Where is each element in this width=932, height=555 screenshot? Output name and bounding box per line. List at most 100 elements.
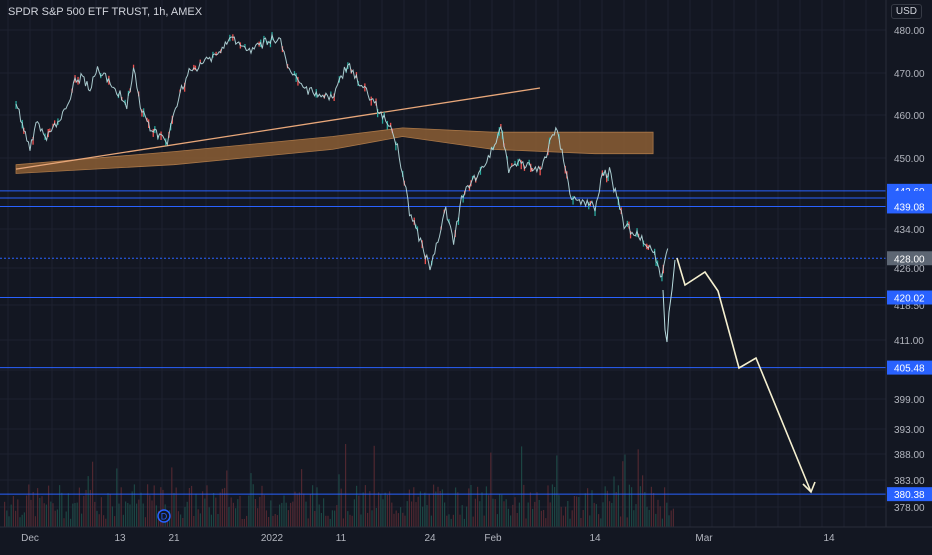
volume-bar — [560, 506, 562, 527]
currency-button[interactable]: USD — [890, 4, 922, 19]
volume-bar — [206, 485, 208, 527]
volume-bar — [411, 501, 413, 527]
volume-bar — [131, 491, 133, 527]
price-series — [15, 32, 676, 343]
volume-bar — [547, 485, 549, 527]
projection-arrowhead — [802, 481, 816, 494]
volume-bar — [76, 502, 78, 527]
volume-bar — [59, 485, 61, 527]
volume-bar — [103, 515, 105, 527]
volume-bar — [670, 510, 672, 527]
volume-bar — [202, 491, 204, 527]
price-candle — [520, 160, 522, 170]
volume-bar — [602, 502, 604, 527]
volume-bar — [620, 516, 622, 527]
volume-bar — [34, 516, 36, 527]
volume-bar — [6, 510, 8, 527]
volume-bar — [153, 485, 155, 527]
volume-bar — [320, 513, 322, 527]
volume-bar — [446, 515, 448, 527]
volume-bar — [576, 496, 578, 527]
volume-bar — [140, 492, 142, 527]
volume-bar — [138, 499, 140, 527]
volume-bar — [23, 512, 25, 527]
volume-bar — [296, 493, 298, 527]
x-tick-label: 24 — [424, 533, 436, 544]
volume-bar — [252, 484, 254, 527]
volume-bar — [430, 515, 432, 527]
price-candle — [462, 194, 464, 203]
y-tick-label: 388.00 — [894, 450, 925, 461]
volume-bar — [188, 488, 190, 527]
volume-bar — [437, 486, 439, 527]
volume-bar — [481, 492, 483, 527]
volume-bar — [413, 487, 415, 527]
volume-bar — [195, 493, 197, 527]
volume-bar — [565, 506, 567, 527]
volume-bar — [116, 468, 118, 527]
volume-bar — [600, 518, 602, 527]
price-candle — [370, 96, 372, 106]
level-label-box — [887, 251, 932, 266]
x-tick-label: Dec — [21, 533, 39, 544]
level-label-text: 380.38 — [894, 490, 925, 501]
volume-bar — [571, 510, 573, 527]
volume-bar — [270, 500, 272, 527]
volume-bar — [173, 493, 175, 527]
volume-bar — [133, 484, 135, 527]
volume-bar — [657, 499, 659, 527]
volume-bar — [155, 505, 157, 527]
dividend-marker — [157, 509, 171, 523]
volume-bar — [136, 503, 138, 527]
volume-bar — [646, 506, 648, 527]
volume-bar — [250, 473, 252, 527]
volume-bar — [283, 495, 285, 527]
volume-bar — [56, 509, 58, 527]
volume-bar — [474, 498, 476, 527]
volume-bar — [580, 518, 582, 527]
volume-bar — [61, 492, 63, 527]
volume-bar — [63, 518, 65, 527]
volume-bar — [461, 505, 463, 527]
volume-bar — [360, 514, 362, 527]
volume-bar — [626, 517, 628, 527]
y-tick-label: 470.00 — [894, 69, 925, 80]
volume-bar — [263, 495, 265, 527]
volume-bar — [395, 510, 397, 527]
interval-label: 1h — [153, 6, 166, 18]
volume-bar — [402, 512, 404, 527]
volume-bar — [466, 506, 468, 527]
price-candle — [244, 44, 246, 48]
volume-bar — [67, 493, 69, 527]
volume-bar — [72, 503, 74, 527]
price-candle — [606, 174, 608, 183]
volume-bar — [204, 498, 206, 527]
volume-bar — [529, 492, 531, 527]
volume-bar — [642, 475, 644, 527]
volume-bar — [65, 511, 67, 527]
volume-bars — [4, 444, 674, 527]
volume-bar — [426, 505, 428, 527]
time-axis-background — [0, 527, 932, 550]
volume-bar — [516, 513, 518, 527]
volume-bar — [558, 495, 560, 527]
volume-bar — [45, 504, 47, 527]
volume-bar — [4, 501, 6, 527]
volume-bar — [254, 499, 256, 527]
volume-bar — [613, 476, 615, 527]
y-tick-label: 426.00 — [894, 264, 925, 275]
volume-bar — [378, 492, 380, 527]
x-tick-label: 14 — [823, 533, 835, 544]
volume-bar — [325, 515, 327, 527]
volume-bar — [582, 510, 584, 527]
volume-bar — [122, 514, 124, 527]
volume-bar — [650, 486, 652, 527]
volume-bar — [107, 493, 109, 527]
y-tick-label: 393.00 — [894, 425, 925, 436]
volume-bar — [523, 484, 525, 527]
volume-bar — [199, 513, 201, 527]
volume-bar — [556, 455, 558, 527]
